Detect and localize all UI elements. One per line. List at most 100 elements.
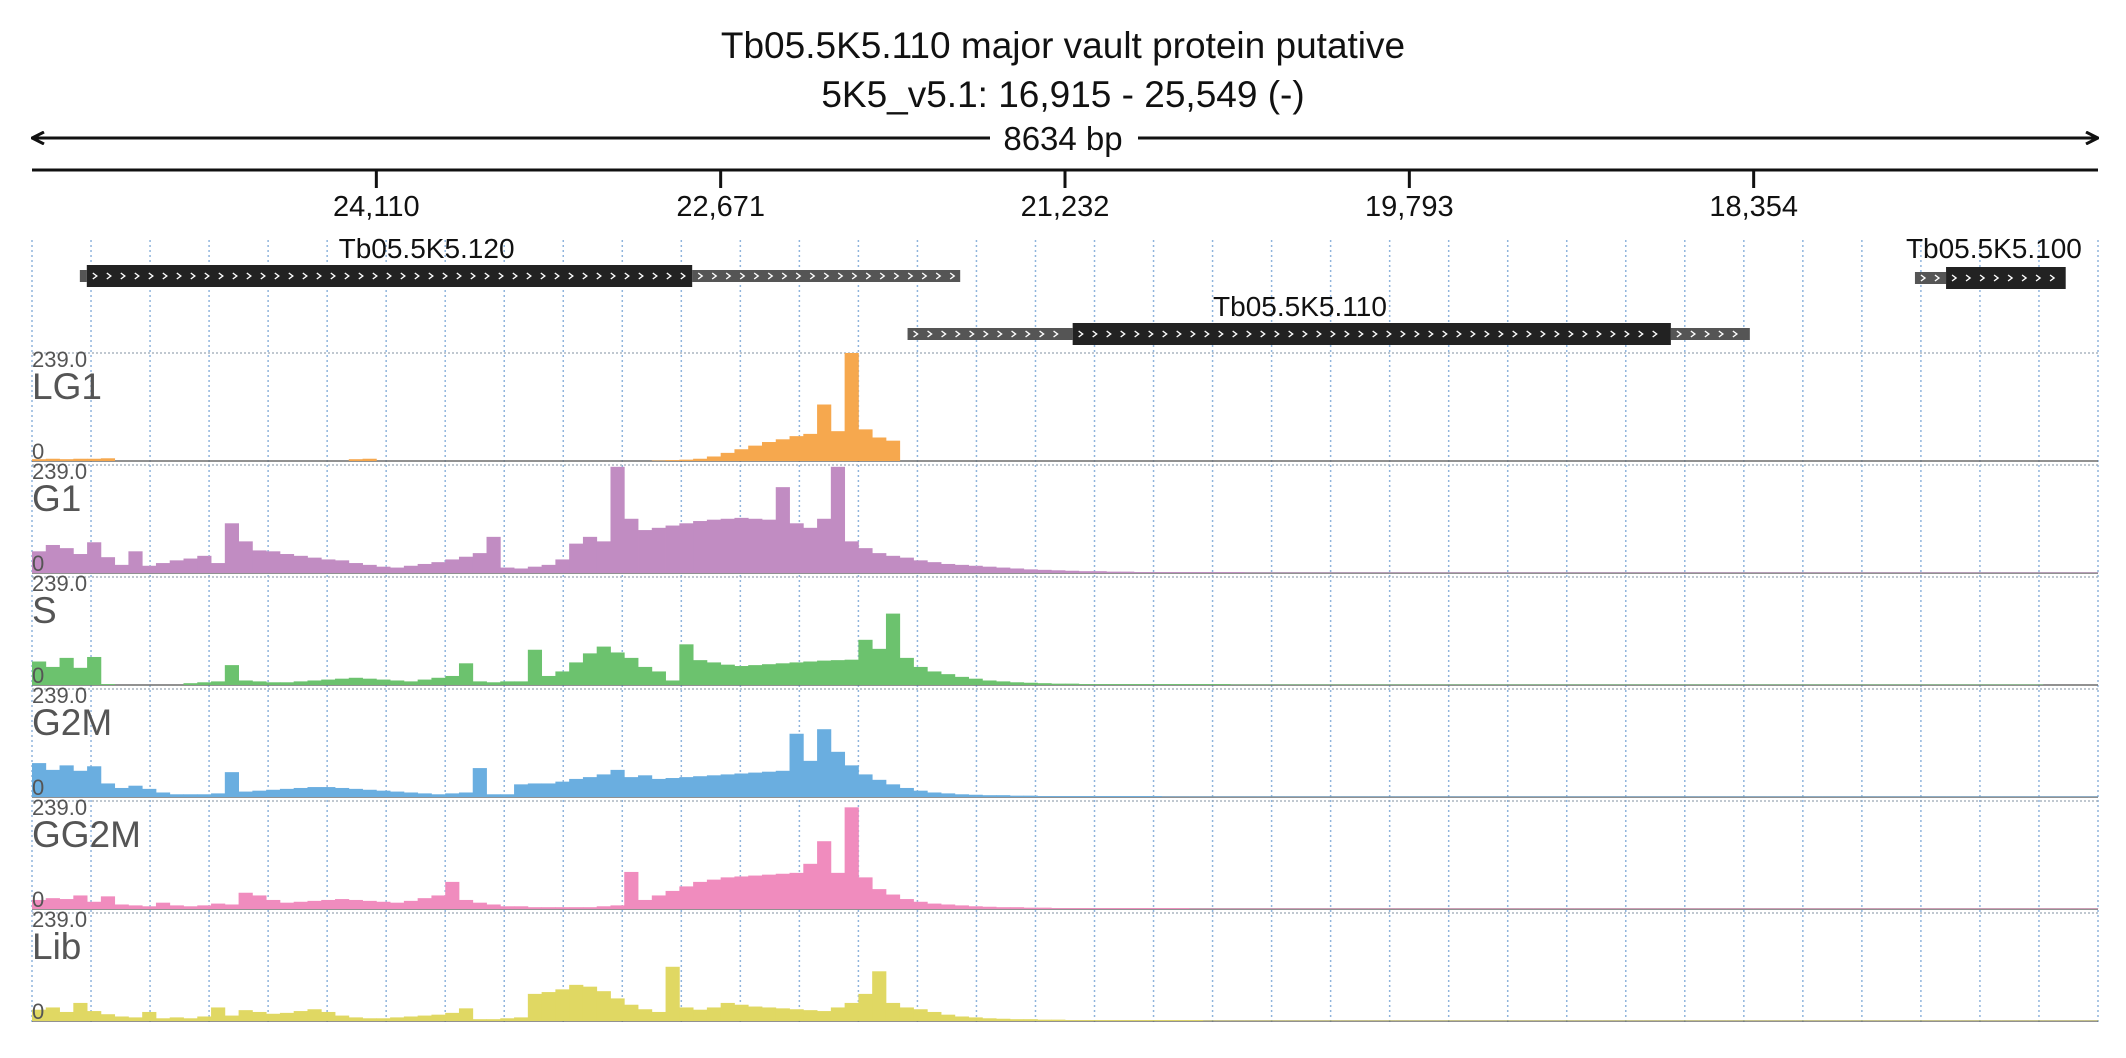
coverage-bar: [555, 907, 570, 909]
coverage-bar: [734, 666, 749, 685]
coverage-bar: [679, 777, 694, 797]
coverage-bar: [100, 557, 116, 573]
coverage-bar: [472, 768, 487, 797]
coverage-bar: [1120, 571, 1135, 573]
coverage-bar: [954, 564, 969, 573]
coverage-bar: [458, 792, 474, 797]
coverage-bar: [1230, 572, 1245, 573]
coverage-bar: [458, 1008, 474, 1021]
coverage-bar: [1120, 1020, 1135, 1021]
coverage-bar: [941, 793, 956, 797]
track-name: GG2M: [32, 814, 141, 855]
coverage-bar: [748, 445, 763, 461]
coverage-bar: [417, 1015, 432, 1021]
coverage-bar: [348, 899, 363, 909]
coverage-bar: [1188, 684, 1204, 685]
coverage-bar: [417, 679, 432, 685]
coverage-bar: [638, 899, 653, 909]
coverage-bar: [789, 872, 804, 909]
coverage-bar: [100, 896, 116, 909]
coverage-bar: [665, 525, 680, 573]
gene-model: Tb05.5K5.100: [1906, 233, 2082, 289]
coverage-bar: [761, 874, 777, 909]
coverage-bar: [885, 555, 901, 573]
coverage-bar: [514, 681, 529, 685]
track-name: S: [32, 590, 57, 631]
coverage-bar: [266, 789, 281, 797]
utr-segment: [692, 270, 961, 282]
coverage-bar: [996, 681, 1011, 685]
coverage-bar: [941, 904, 956, 909]
coverage-bar: [1065, 796, 1080, 797]
coverage-bar: [748, 665, 763, 685]
coverage-bar: [830, 431, 846, 461]
coverage-bar: [32, 899, 47, 909]
y-min-label: 0: [32, 663, 44, 688]
coverage-bar: [1078, 571, 1093, 573]
coverage-bar: [252, 790, 267, 797]
coverage-bar: [720, 877, 735, 909]
coverage-bar: [114, 564, 129, 573]
gene-label: Tb05.5K5.100: [1906, 233, 2082, 264]
coverage-bar: [169, 1017, 184, 1021]
coverage-bar: [486, 682, 501, 685]
coverage-bar: [1023, 907, 1038, 909]
x-tick-label: 18,354: [1709, 191, 1798, 223]
coverage-bar: [1175, 908, 1190, 909]
coverage-bar: [541, 675, 556, 685]
coverage-bar: [706, 775, 722, 797]
coverage-bar: [913, 790, 928, 797]
span-label: 8634 bp: [1003, 120, 1122, 157]
coverage-bar: [458, 556, 474, 573]
coverage-bar: [693, 881, 708, 909]
coverage-bar: [996, 907, 1011, 909]
coverage-bar: [817, 841, 832, 909]
coverage-bar: [830, 751, 846, 797]
coverage-bar: [582, 777, 598, 797]
coverage-bar: [748, 772, 763, 797]
coverage-bar: [954, 905, 969, 909]
coverage-bar: [500, 567, 515, 573]
coverage-bar: [348, 788, 363, 797]
coverage-bar: [872, 779, 887, 797]
coverage-bar: [1037, 1019, 1052, 1021]
strand-chevrons: [92, 272, 686, 280]
coverage-bar: [651, 1011, 666, 1021]
coverage-bar: [266, 899, 281, 909]
coverage-bar: [335, 1015, 350, 1021]
coverage-bar: [1065, 908, 1080, 909]
coverage-bar: [761, 771, 777, 797]
coverage-bar: [1133, 908, 1149, 909]
coverage-bar: [1092, 796, 1107, 797]
coverage-bar: [761, 519, 777, 573]
coverage-bar: [321, 1011, 336, 1021]
coverage-bar: [224, 665, 239, 685]
y-min-label: 0: [32, 775, 44, 800]
coverage-bar: [1037, 907, 1052, 909]
coverage-bar: [87, 656, 102, 685]
y-min-label: 0: [32, 887, 44, 912]
coverage-bar: [899, 1007, 914, 1021]
coverage-bar: [32, 661, 47, 685]
coverage-bar: [885, 613, 901, 685]
coverage-bar: [128, 785, 143, 797]
coverage-bar: [32, 763, 47, 797]
coverage-bar: [45, 1007, 60, 1021]
coverage-bar: [1009, 795, 1025, 797]
coverage-bar: [858, 429, 873, 461]
coverage-bar: [142, 565, 157, 573]
coverage-bar: [169, 560, 184, 573]
coverage-bar: [968, 678, 983, 685]
coverage-bar: [252, 895, 267, 909]
coverage-bar: [541, 783, 556, 797]
coverage-bar: [252, 681, 267, 685]
coverage-bar: [472, 1019, 487, 1021]
coverage-bar: [954, 794, 969, 797]
track-name: LG1: [32, 366, 102, 407]
coverage-bar: [844, 541, 859, 573]
coverage-bar: [279, 788, 295, 797]
coverage-bar: [500, 794, 515, 797]
coverage-bar: [514, 906, 529, 909]
coverage-bar: [1009, 1019, 1025, 1021]
